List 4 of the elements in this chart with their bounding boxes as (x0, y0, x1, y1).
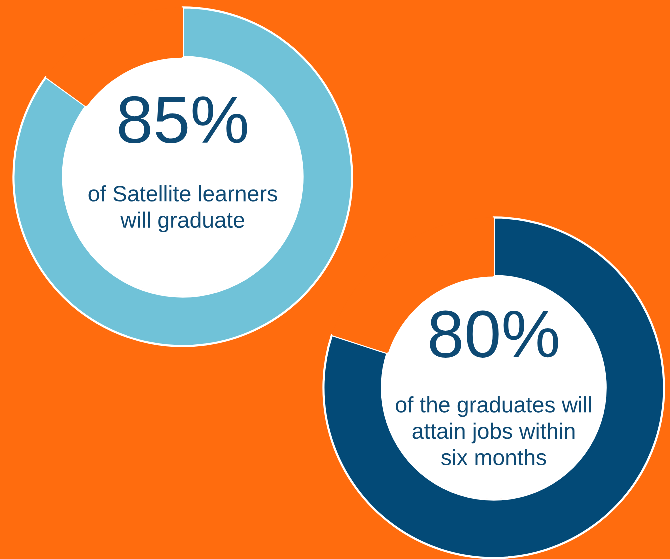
text: of the graduates will attain jobs within six months (396, 396, 592, 466)
data-label: 85% (119, 96, 248, 144)
text: of Satellite learners will graduate (88, 185, 278, 233)
data-label: 80% (430, 310, 558, 358)
